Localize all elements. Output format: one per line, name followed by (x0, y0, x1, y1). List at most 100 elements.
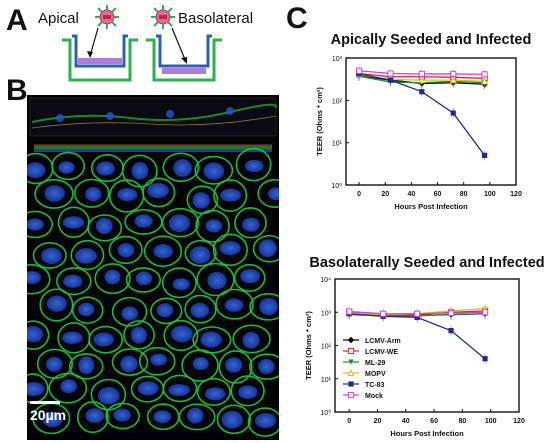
cell-membrane (111, 348, 149, 376)
cell-nucleus (27, 218, 44, 231)
cell-nucleus (85, 408, 105, 423)
data-point (418, 76, 426, 84)
cell-membrane (138, 346, 176, 376)
cell-membrane (249, 293, 279, 321)
cell-nucleus (224, 357, 243, 373)
cell-nucleus (242, 331, 260, 349)
legend-entry: MOPV (365, 371, 386, 378)
cell-nucleus (27, 162, 46, 179)
plot-frame (345, 57, 517, 186)
data-point (387, 77, 394, 83)
cell-membrane (87, 214, 123, 242)
cell-nucleus (192, 357, 209, 371)
cell-nucleus (58, 161, 75, 174)
cell-nucleus (168, 214, 191, 232)
data-point (348, 381, 354, 387)
data-point (450, 70, 457, 78)
scale-bar (30, 401, 60, 404)
cell-nucleus (150, 353, 168, 366)
data-point (387, 70, 394, 77)
basolateral-label: Basolateral (178, 10, 254, 27)
panel-label-a: A (6, 4, 28, 37)
cell-membrane (162, 374, 198, 403)
cell-nucleus (172, 278, 190, 291)
cell-membrane (48, 372, 88, 404)
data-point (413, 310, 421, 317)
cell-nucleus (131, 162, 149, 180)
data-point (448, 328, 454, 334)
cell-nucleus (244, 159, 264, 173)
y-tick-label: 10² (321, 344, 332, 351)
cell-nucleus (137, 381, 159, 396)
cell-membrane (150, 297, 183, 325)
cell-nucleus (189, 246, 211, 264)
cell-membrane (88, 325, 124, 354)
cell-membrane (161, 267, 197, 299)
cell-membrane (178, 403, 216, 431)
data-point (447, 309, 455, 317)
x-tick-label: 20 (374, 418, 382, 425)
cell-membrane (39, 288, 74, 322)
cell-nucleus (134, 214, 153, 228)
cell-nucleus (97, 387, 120, 405)
x-axis-label: Hours Post Infection (390, 429, 464, 438)
cell-nucleus (45, 356, 63, 372)
cell-nucleus (200, 331, 222, 348)
cell-nucleus (187, 407, 204, 424)
cell-membrane (235, 147, 272, 182)
x-tick-label: 120 (513, 418, 525, 425)
cell-nucleus (135, 271, 153, 286)
cell-nucleus (171, 325, 193, 343)
cell-nucleus (240, 269, 260, 284)
cell-nucleus (190, 302, 210, 318)
y-axis-label: TEER (Ohms * cm²) (304, 311, 313, 380)
cell-nucleus (242, 217, 260, 232)
cell-membrane (195, 209, 230, 243)
cell-nucleus (203, 162, 225, 180)
data-point (348, 359, 354, 365)
cell-membrane (76, 401, 109, 434)
cell-membrane (192, 326, 232, 354)
cell-nucleus (96, 161, 115, 176)
cell-membrane (232, 324, 271, 354)
cell-membrane (105, 402, 140, 430)
panel-label-c: C (286, 2, 308, 35)
cell-nucleus (78, 356, 95, 375)
cell-nucleus (267, 187, 279, 201)
cell-membrane (111, 296, 148, 327)
cell-membrane (142, 177, 176, 208)
y-tick-label: 10⁰ (320, 409, 331, 417)
cell-nucleus (204, 387, 226, 401)
chart-title: Apically Seeded and Infected (331, 32, 532, 48)
virion-icon (95, 5, 119, 29)
cell-membrane (143, 235, 183, 267)
y-tick-label: 10³ (321, 310, 332, 317)
cell-membrane (196, 377, 231, 406)
cell-membrane (212, 233, 248, 267)
data-point (347, 369, 355, 377)
y-tick-label: 10¹ (321, 377, 332, 384)
cell-nucleus (27, 271, 42, 284)
cell-nucleus (153, 410, 172, 423)
cell-membrane (184, 239, 217, 267)
cell-membrane (257, 179, 279, 208)
y-tick-label: 10³ (332, 56, 343, 63)
cell-nucleus (120, 355, 138, 373)
y-tick-label: 10⁰ (331, 182, 342, 190)
cell-membrane (247, 407, 279, 437)
cell-membrane (161, 207, 200, 238)
cell-membrane (216, 404, 251, 435)
legend-entry: LCMV-Arm (365, 338, 401, 345)
plot-frame (334, 278, 520, 413)
cell-membrane (56, 267, 92, 296)
cell-membrane (123, 320, 155, 350)
data-point (346, 308, 353, 315)
cell-nucleus (207, 271, 227, 290)
apical-cell-layer (78, 58, 122, 64)
cell-nucleus (153, 244, 173, 259)
cell-nucleus (254, 413, 277, 429)
cell-nucleus (41, 247, 62, 265)
cell-membrane (194, 155, 234, 185)
cell-nucleus (27, 382, 45, 396)
x-axis-label: Hours Post Infection (394, 202, 468, 211)
